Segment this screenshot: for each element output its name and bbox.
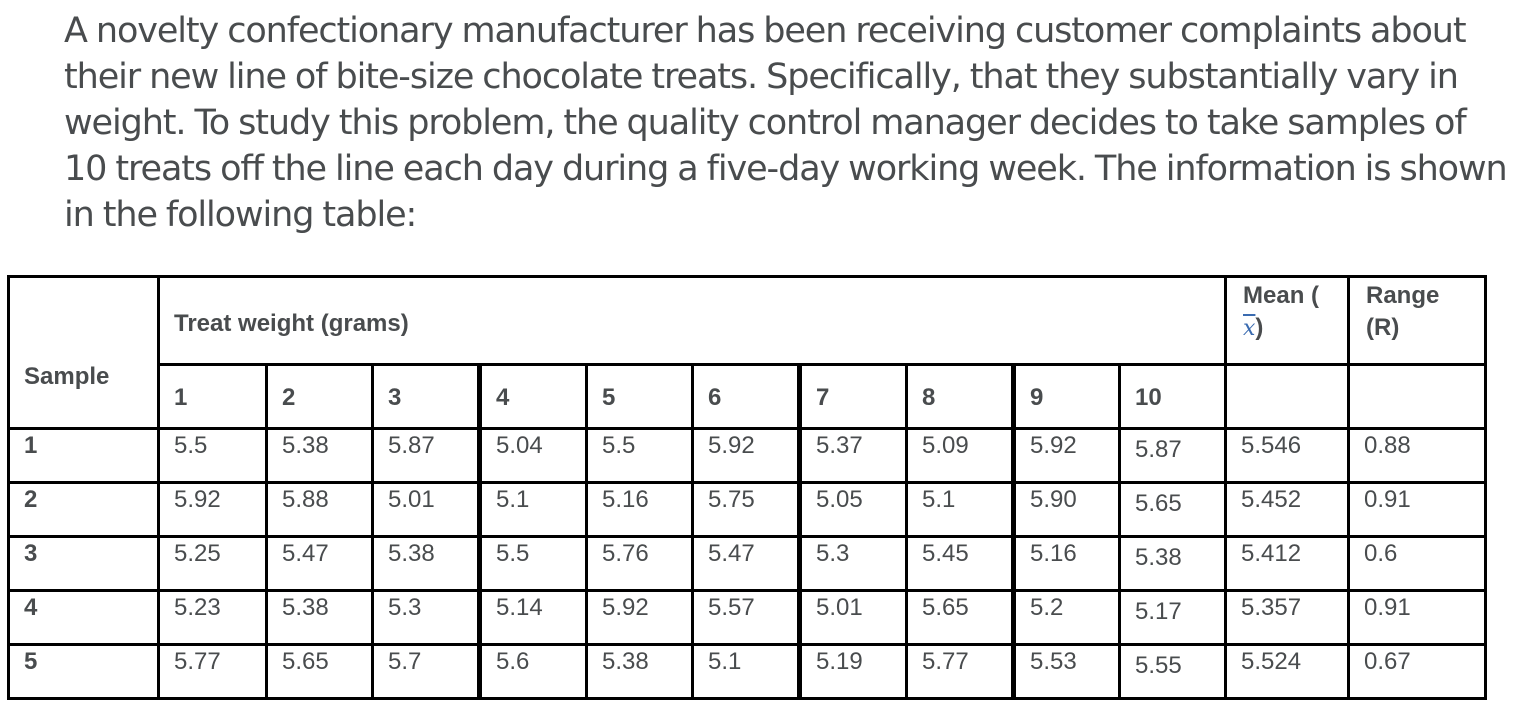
- weight-cell: 5.38: [371, 535, 481, 592]
- weight-cell: 5.90: [1011, 481, 1121, 538]
- weight-cell: 5.23: [157, 589, 268, 646]
- problem-statement: A novelty confectionary manufacturer has…: [64, 11, 1508, 235]
- weight-cell: 5.5: [585, 427, 694, 484]
- weight-cell: 5.38: [585, 643, 694, 700]
- treat-weight-table: Sample Treat weight (grams) Mean (x) Ran…: [7, 275, 1487, 700]
- weight-cell: 5.38: [1118, 535, 1227, 592]
- weight-cell: 5.65: [265, 643, 374, 700]
- range-cell: 0.88: [1347, 427, 1487, 484]
- weight-cell: 5.14: [477, 589, 588, 646]
- col-header-3: 3: [371, 363, 481, 430]
- sample-number: 1: [7, 427, 160, 484]
- weight-cell: 5.3: [797, 535, 908, 592]
- weight-cell: 5.65: [1118, 481, 1227, 538]
- weight-cell: 5.04: [477, 427, 588, 484]
- weight-cell: 5.45: [905, 535, 1015, 592]
- weight-cell: 5.17: [1118, 589, 1227, 646]
- mean-cell: 5.452: [1224, 481, 1350, 538]
- weight-cell: 5.38: [265, 427, 374, 484]
- treat-weight-header: Treat weight (grams): [157, 275, 1227, 366]
- weight-cell: 5.01: [371, 481, 481, 538]
- column-number-row: 1 2 3 4 5 6 7 8 9 10: [9, 363, 1487, 430]
- weight-cell: 5.3: [371, 589, 481, 646]
- weight-cell: 5.05: [797, 481, 908, 538]
- weight-cell: 5.1: [905, 481, 1015, 538]
- mean-cell: 5.546: [1224, 427, 1350, 484]
- weight-cell: 5.7: [371, 643, 481, 700]
- mean-col-blank: [1224, 363, 1350, 430]
- weight-cell: 5.88: [265, 481, 374, 538]
- weight-cell: 5.01: [797, 589, 908, 646]
- col-header-8: 8: [905, 363, 1015, 430]
- weight-cell: 5.47: [691, 535, 801, 592]
- weight-cell: 5.65: [905, 589, 1015, 646]
- range-cell: 0.91: [1347, 589, 1487, 646]
- col-header-9: 9: [1011, 363, 1121, 430]
- weight-cell: 5.57: [691, 589, 801, 646]
- table-row: 2 5.92 5.88 5.01 5.1 5.16 5.75 5.05 5.1 …: [7, 481, 1487, 538]
- weight-cell: 5.6: [477, 643, 588, 700]
- mean-cell: 5.524: [1224, 643, 1350, 700]
- weight-cell: 5.16: [1011, 535, 1121, 592]
- sample-number: 3: [7, 535, 160, 592]
- weight-cell: 5.92: [691, 427, 801, 484]
- weight-cell: 5.87: [1118, 427, 1227, 484]
- col-header-5: 5: [585, 363, 694, 430]
- weight-cell: 5.1: [477, 481, 588, 538]
- weight-cell: 5.77: [905, 643, 1015, 700]
- mean-cell: 5.357: [1224, 589, 1350, 646]
- range-cell: 0.6: [1347, 535, 1487, 592]
- range-col-blank: [1347, 363, 1487, 430]
- table-row: 5 5.77 5.65 5.7 5.6 5.38 5.1 5.19 5.77 5…: [7, 643, 1487, 700]
- table-row: 4 5.23 5.38 5.3 5.14 5.92 5.57 5.01 5.65…: [7, 589, 1487, 646]
- sample-number: 2: [7, 481, 160, 538]
- weight-cell: 5.25: [157, 535, 268, 592]
- sample-header: Sample: [7, 275, 160, 430]
- weight-cell: 5.09: [905, 427, 1015, 484]
- range-cell: 0.67: [1347, 643, 1487, 700]
- weight-cell: 5.47: [265, 535, 374, 592]
- col-header-6: 6: [691, 363, 801, 430]
- weight-cell: 5.5: [157, 427, 268, 484]
- weight-cell: 5.1: [691, 643, 801, 700]
- table-row: 1 5.5 5.38 5.87 5.04 5.5 5.92 5.37 5.09 …: [7, 427, 1487, 484]
- col-header-4: 4: [477, 363, 588, 430]
- col-header-1: 1: [157, 363, 268, 430]
- col-header-7: 7: [797, 363, 908, 430]
- weight-cell: 5.2: [1011, 589, 1121, 646]
- mean-header: Mean (x): [1224, 275, 1350, 366]
- weight-cell: 5.75: [691, 481, 801, 538]
- mean-cell: 5.412: [1224, 535, 1350, 592]
- col-header-2: 2: [265, 363, 374, 430]
- weight-cell: 5.38: [265, 589, 374, 646]
- weight-cell: 5.37: [797, 427, 908, 484]
- weight-cell: 5.16: [585, 481, 694, 538]
- header-row: Sample Treat weight (grams) Mean (x) Ran…: [7, 275, 1487, 430]
- x-bar-symbol: x: [1243, 316, 1256, 341]
- weight-cell: 5.77: [157, 643, 268, 700]
- weight-cell: 5.19: [797, 643, 908, 700]
- weight-cell: 5.92: [157, 481, 268, 538]
- sample-number: 5: [7, 643, 160, 700]
- weight-cell: 5.76: [585, 535, 694, 592]
- range-header: Range (R): [1347, 275, 1487, 366]
- col-header-10: 10: [1118, 363, 1227, 430]
- weight-cell: 5.92: [1011, 427, 1121, 484]
- range-cell: 0.91: [1347, 481, 1487, 538]
- table-row: 3 5.25 5.47 5.38 5.5 5.76 5.47 5.3 5.45 …: [7, 535, 1487, 592]
- weight-cell: 5.92: [585, 589, 694, 646]
- weight-cell: 5.53: [1011, 643, 1121, 700]
- weight-cell: 5.55: [1118, 643, 1227, 700]
- sample-number: 4: [7, 589, 160, 646]
- weight-cell: 5.5: [477, 535, 588, 592]
- weight-cell: 5.87: [371, 427, 481, 484]
